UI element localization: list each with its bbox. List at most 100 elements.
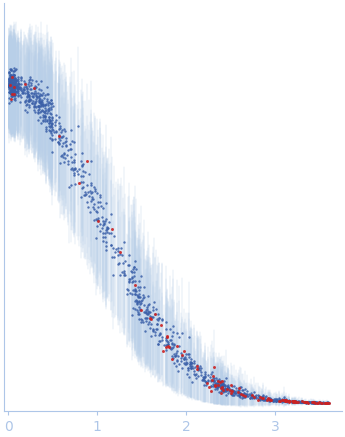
Point [17,98,22,105]
Point [229,387,234,394]
Point [132,286,137,293]
Point [188,362,194,369]
Point [110,271,116,278]
Point [7,86,12,93]
Point [208,377,214,384]
Point [9,81,14,88]
Point [43,107,48,114]
Point [309,399,314,406]
Point [10,87,16,94]
Point [58,124,63,131]
Point [12,78,18,85]
Point [222,382,227,389]
Point [229,386,235,393]
Point [209,368,215,375]
Point [8,97,13,104]
Point [238,391,244,398]
Point [18,80,23,87]
Point [189,363,195,370]
Point [48,119,53,126]
Point [11,86,17,93]
Point [195,366,201,373]
Point [109,226,115,233]
Point [289,398,294,405]
Point [168,336,173,343]
Point [91,184,97,191]
Point [7,66,12,73]
Point [56,139,61,146]
Point [213,379,218,386]
Point [138,273,144,280]
Point [323,399,328,406]
Point [56,140,62,147]
Point [6,84,11,91]
Point [37,100,42,107]
Point [9,78,15,85]
Point [319,399,325,406]
Point [33,103,39,110]
Point [7,80,13,87]
Point [304,399,309,406]
Point [244,393,249,400]
Point [88,198,93,205]
Point [188,364,194,371]
Point [235,392,240,399]
Point [38,103,44,110]
Point [311,399,317,406]
Point [286,399,292,406]
Point [36,92,41,99]
Point [6,77,12,84]
Point [277,396,283,403]
Point [60,153,66,160]
Point [10,73,15,80]
Point [323,399,328,406]
Point [187,361,193,368]
Point [159,316,165,323]
Point [161,347,166,354]
Point [10,78,16,85]
Point [47,118,53,125]
Point [37,114,42,121]
Point [195,364,201,371]
Point [301,399,307,406]
Point [212,382,218,389]
Point [12,85,18,92]
Point [9,90,15,97]
Point [156,337,162,344]
Point [70,138,75,145]
Point [12,75,18,82]
Point [13,83,19,90]
Point [28,86,33,93]
Point [144,315,149,322]
Point [122,271,127,278]
Point [248,392,254,399]
Point [299,398,305,405]
Point [282,397,287,404]
Point [7,81,12,88]
Point [59,127,65,134]
Point [237,390,243,397]
Point [18,76,24,83]
Point [93,208,98,215]
Point [16,80,22,87]
Point [54,128,59,135]
Point [27,82,32,89]
Point [163,326,168,333]
Point [29,93,34,100]
Point [47,123,53,130]
Point [189,360,195,367]
Point [231,387,237,394]
Point [146,319,152,326]
Point [241,394,247,401]
Point [89,195,95,202]
Point [236,385,241,392]
Point [311,399,317,406]
Point [164,344,169,351]
Point [225,383,231,390]
Point [141,302,147,309]
Point [11,79,17,86]
Point [49,123,54,130]
Point [223,375,229,382]
Point [42,116,47,123]
Point [68,181,73,188]
